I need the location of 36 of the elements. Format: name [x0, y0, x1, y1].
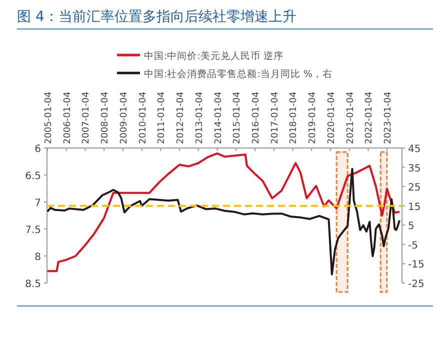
x-tick-label: 2010-01-04 — [138, 91, 148, 144]
x-tick-label: 2017-01-04 — [270, 91, 280, 144]
y2-tick-label: 35 — [408, 163, 421, 174]
y2-tick-label: -25 — [408, 279, 424, 290]
x-tick-label: 2019-01-04 — [308, 91, 318, 144]
x-tick-label: 2014-01-04 — [214, 91, 224, 144]
y2-tick-label: 45 — [408, 144, 421, 155]
y-tick-label: 6 — [34, 144, 41, 155]
legend-label: 中国:中间价:美元兑人民币 逆序 — [144, 50, 284, 62]
y-tick-label: 7 — [34, 198, 41, 209]
title: 图 4：当前汇率位置多指向后续社零增速上升 — [17, 9, 296, 25]
y-tick-label: 8 — [34, 252, 41, 263]
y2-tick-label: 25 — [408, 182, 421, 194]
x-tick-label: 2008-01-04 — [100, 91, 111, 144]
y2-tick-label: 5 — [408, 221, 414, 232]
x-tick-label: 2022-01-04 — [364, 91, 375, 144]
legend-label: 中国:社会消费品零售总额:当月同比 %，右 — [144, 68, 332, 80]
x-tick-label: 2012-01-04 — [176, 91, 186, 144]
x-tick-label: 2005-01-04 — [44, 91, 54, 144]
x-tick-label: 2020-01-04 — [326, 91, 337, 144]
x-tick-label: 2011-01-04 — [157, 91, 168, 144]
x-tick-label: 2015-01-04 — [232, 91, 243, 144]
x-tick-label: 2006-01-04 — [62, 91, 73, 144]
y-tick-label: 6.5 — [25, 171, 41, 182]
x-tick-label: 2023-01-04 — [384, 91, 394, 144]
y-tick-label: 7.5 — [25, 225, 41, 236]
x-tick-label: 2009-01-04 — [119, 91, 130, 144]
x-tick-label: 2016-01-04 — [252, 91, 262, 144]
x-tick-label: 2007-01-04 — [82, 91, 92, 144]
x-tick-label: 2018-01-04 — [289, 91, 300, 144]
y2-tick-label: 15 — [408, 202, 421, 213]
x-tick-label: 2021-01-04 — [346, 91, 356, 144]
y2-tick-label: -5 — [408, 240, 418, 252]
y2-tick-label: -15 — [408, 260, 424, 271]
x-tick-label: 2013-01-04 — [194, 91, 205, 144]
y-tick-label: 8.5 — [25, 279, 41, 290]
